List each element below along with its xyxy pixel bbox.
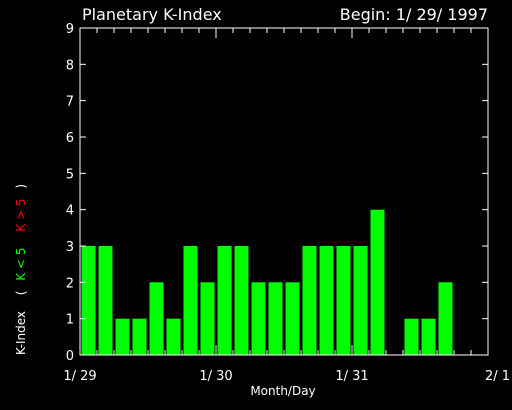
legend-high-label: K > 5	[14, 198, 28, 231]
bar-16	[353, 246, 368, 355]
bar-3	[132, 318, 147, 355]
chart-title: Planetary K-Index	[82, 5, 222, 24]
y-tick-label-0: 0	[66, 349, 74, 364]
x-tick-label-2: 1/ 31	[335, 369, 368, 384]
bar-0	[81, 246, 96, 355]
y-tick-label-1: 1	[66, 313, 74, 328]
legend-low-label: K < 5	[14, 247, 28, 280]
chart-subtitle: Begin: 1/ 29/ 1997	[340, 5, 488, 24]
bar-7	[200, 282, 215, 355]
bar-21	[438, 282, 453, 355]
y-axis-label: K-Index	[14, 311, 28, 355]
y-tick-label-3: 3	[66, 240, 74, 255]
bar-20	[421, 318, 436, 355]
bars-group	[81, 209, 453, 355]
x-tick-label-3: 2/ 1	[485, 369, 510, 384]
bar-12	[285, 282, 300, 355]
bar-15	[336, 246, 351, 355]
bar-14	[319, 246, 334, 355]
bar-17	[370, 209, 385, 355]
bar-11	[268, 282, 283, 355]
y-tick-label-2: 2	[66, 276, 74, 291]
x-tick-label-1: 1/ 30	[199, 369, 232, 384]
y-tick-label-7: 7	[66, 95, 74, 110]
x-tick-label-0: 1/ 29	[63, 369, 96, 384]
bar-4	[149, 282, 164, 355]
x-axis-label: Month/Day	[250, 384, 315, 398]
axes-group: 0 1 2 3 4 5 6 7 8 9 1/ 29 1/ 30 1/ 31 2/ 1	[63, 22, 510, 384]
legend-close-paren: )	[14, 184, 28, 189]
y-tick-label-6: 6	[66, 131, 74, 146]
bar-6	[183, 246, 198, 355]
y-axis-legend: K-Index ( K < 5 K > 5 )	[14, 184, 28, 355]
bar-5	[166, 318, 181, 355]
y-tick-label-5: 5	[66, 167, 74, 182]
y-tick-label-4: 4	[66, 204, 74, 219]
bar-1	[98, 246, 113, 355]
bar-19	[404, 318, 419, 355]
bar-13	[302, 246, 317, 355]
bar-8	[217, 246, 232, 355]
y-tick-label-9: 9	[66, 22, 74, 37]
bar-9	[234, 246, 249, 355]
legend-open-paren: (	[14, 291, 28, 296]
bar-10	[251, 282, 266, 355]
y-tick-label-8: 8	[66, 58, 74, 73]
bar-2	[115, 318, 130, 355]
